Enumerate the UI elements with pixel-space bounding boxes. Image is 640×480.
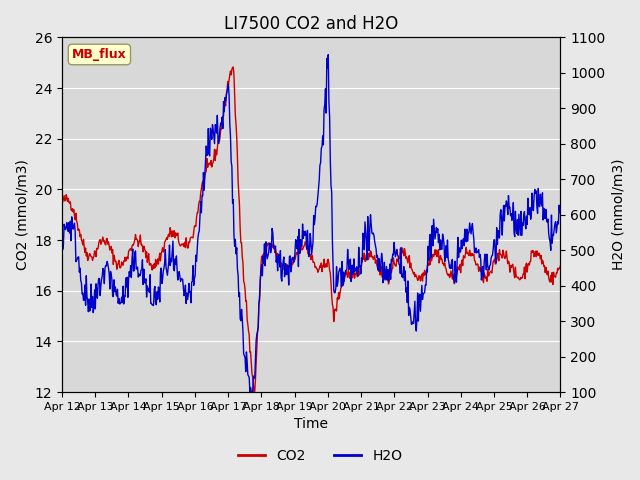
X-axis label: Time: Time <box>294 418 328 432</box>
Y-axis label: CO2 (mmol/m3): CO2 (mmol/m3) <box>15 159 29 270</box>
Title: LI7500 CO2 and H2O: LI7500 CO2 and H2O <box>224 15 398 33</box>
Y-axis label: H2O (mmol/m3): H2O (mmol/m3) <box>611 159 625 270</box>
Legend: CO2, H2O: CO2, H2O <box>232 443 408 468</box>
Text: MB_flux: MB_flux <box>72 48 127 61</box>
